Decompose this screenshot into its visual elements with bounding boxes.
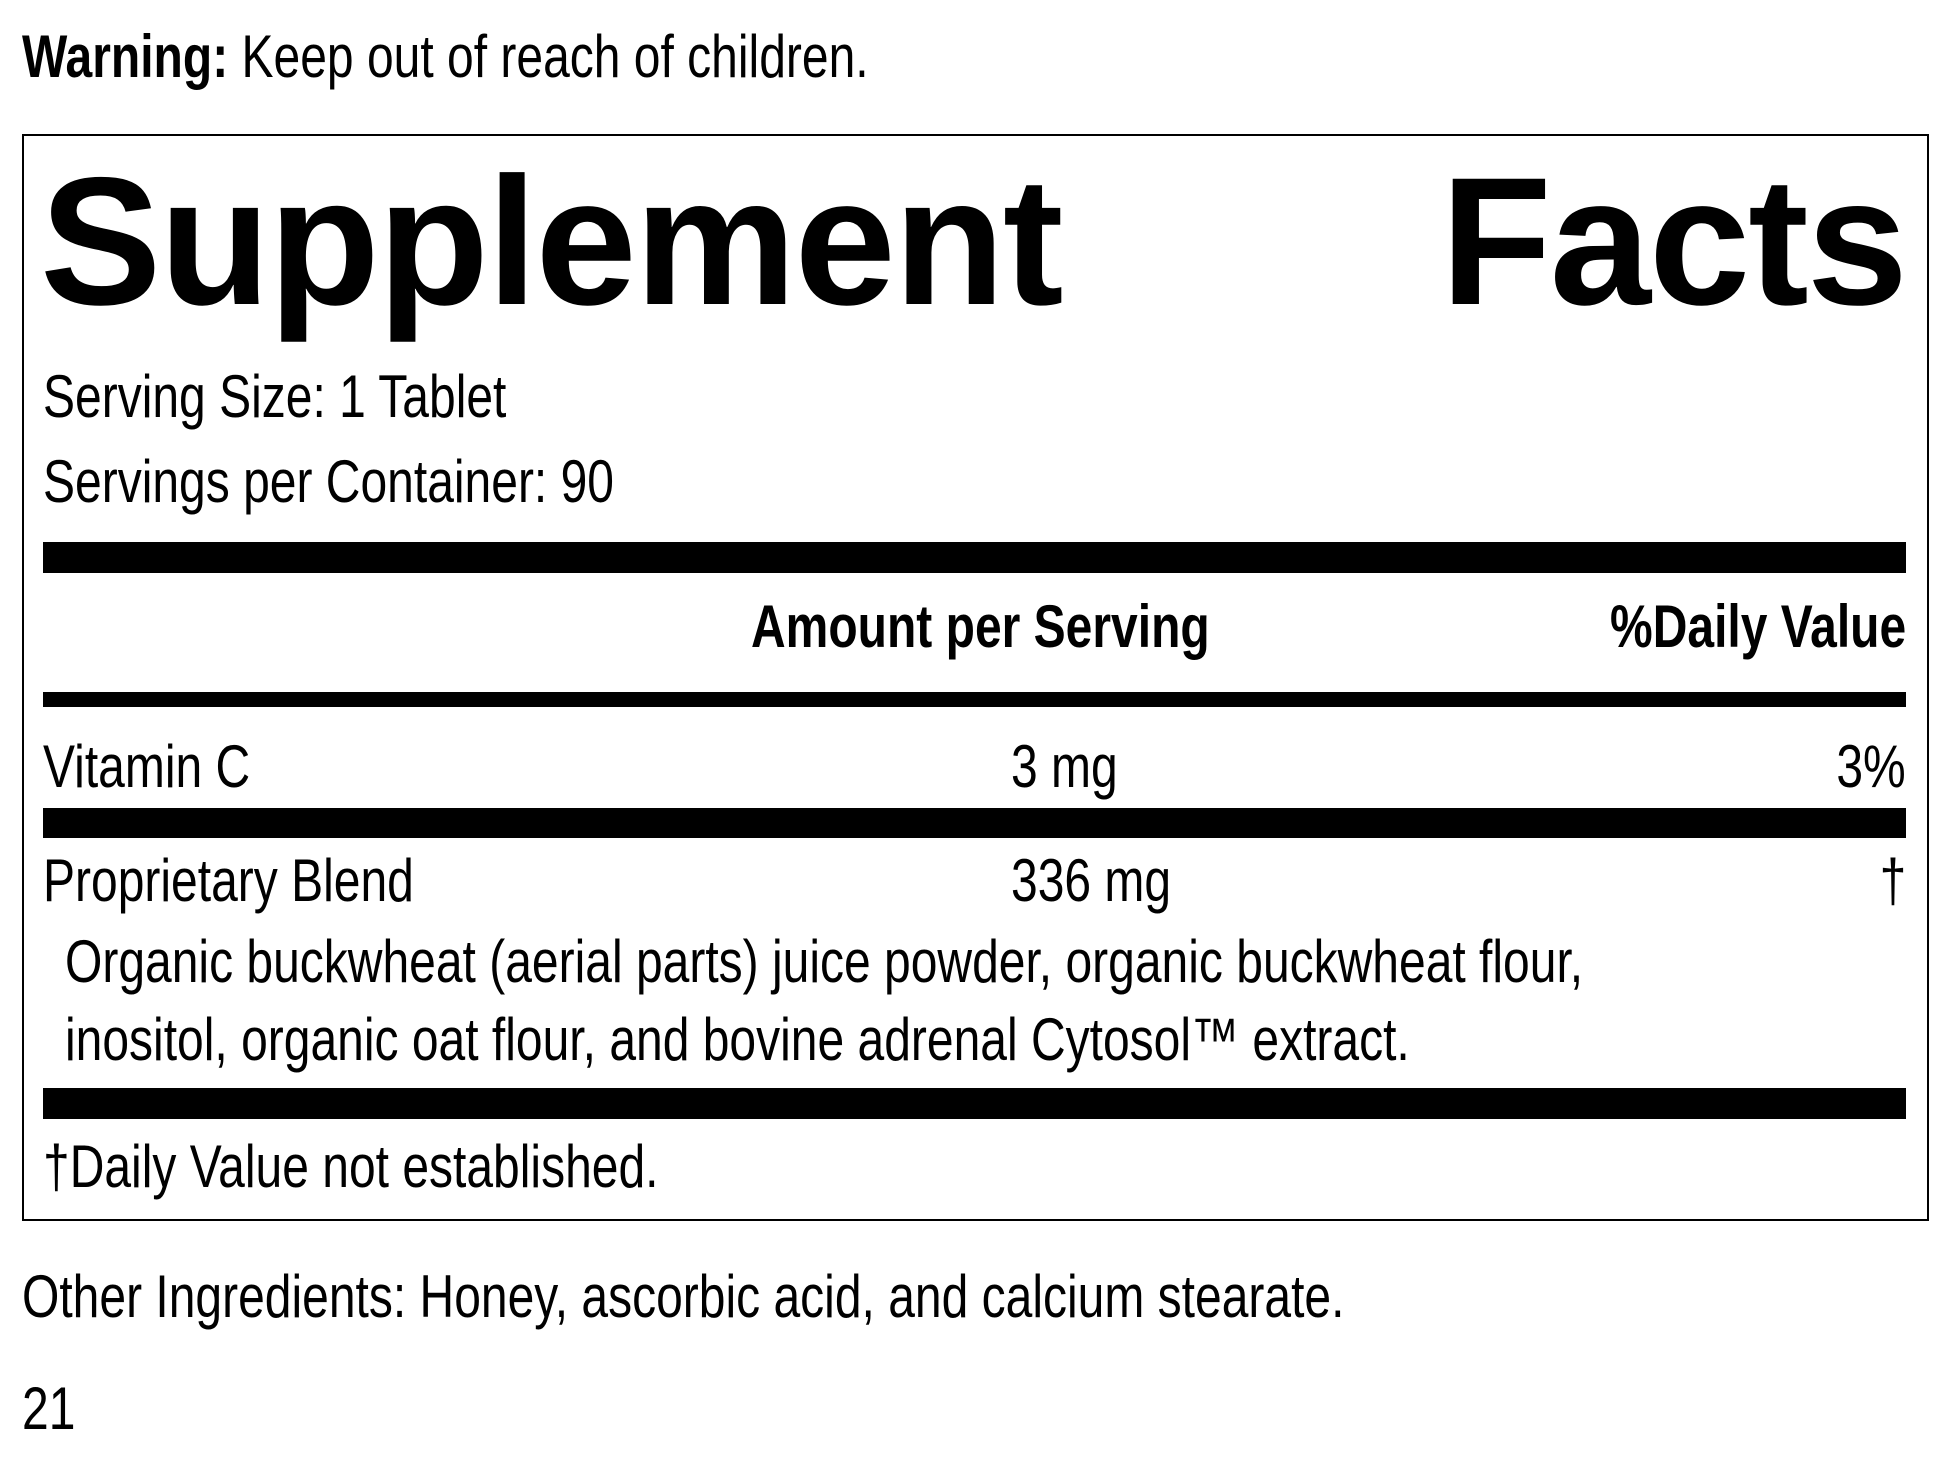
title-supplement: Supplement [40,139,1064,343]
row-amount: 336 mg [1011,847,1172,914]
row-name: Vitamin C [43,733,251,800]
divider-thick [43,1088,1906,1119]
title-facts: Facts [1440,139,1908,343]
row-name: Proprietary Blend [43,847,414,914]
footnote: †Daily Value not established. [43,1133,659,1200]
header-daily-value: %Daily Value [1609,593,1906,660]
row-amount: 3 mg [1011,733,1118,800]
divider-medium [43,692,1906,707]
servings-per-container: Servings per Container: 90 [43,448,614,515]
row-dv: † [1879,847,1906,914]
blend-ingredients-line: Organic buckwheat (aerial parts) juice p… [65,928,1584,995]
serving-size: Serving Size: 1 Tablet [43,363,507,430]
warning-label: Warning: [22,23,229,90]
divider-thick [43,808,1906,838]
header-amount: Amount per Serving [751,593,1210,660]
blend-ingredients-line: inositol, organic oat flour, and bovine … [65,1006,1410,1073]
warning: Warning: Keep out of reach of children. [22,27,869,87]
page-number: 21 [22,1375,76,1442]
supplement-facts-panel [22,134,1929,1221]
divider-thick [43,542,1906,573]
other-ingredients: Other Ingredients: Honey, ascorbic acid,… [22,1263,1345,1330]
warning-text: Keep out of reach of children. [228,23,869,90]
row-dv: 3% [1836,733,1906,800]
